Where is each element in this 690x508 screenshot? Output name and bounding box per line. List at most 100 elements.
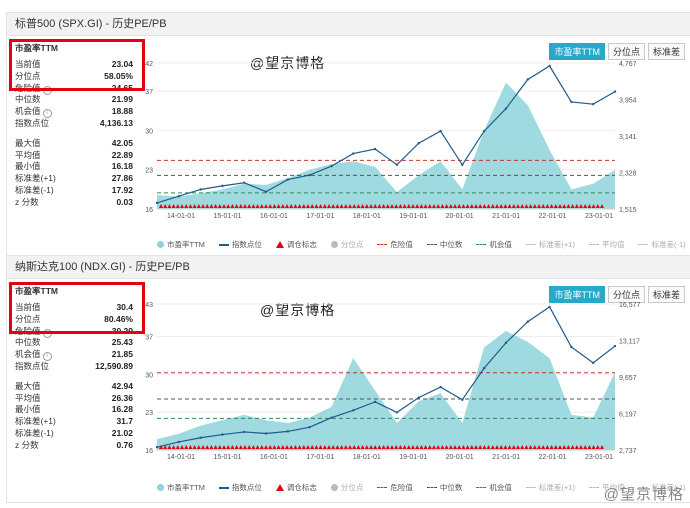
stat-row: 标准差(+1) 31.7 <box>11 416 137 428</box>
legend-item[interactable]: 调仓标志 <box>275 239 317 250</box>
stat-row: z 分数 0.76 <box>11 440 137 452</box>
index-point <box>352 152 355 155</box>
index-point <box>155 201 159 205</box>
rebalance-marker <box>171 204 176 208</box>
rebalance-marker <box>276 204 281 208</box>
legend-item[interactable]: 平均值 <box>588 482 624 493</box>
rebalance-marker <box>503 204 508 208</box>
tab-pe[interactable]: 市盈率TTM <box>549 286 605 303</box>
legend-item[interactable]: 标准差(-1) <box>638 239 686 250</box>
legend-label: 标准差(-1) <box>651 483 686 492</box>
stat-label: 标准差(+1) <box>15 416 56 427</box>
legend-item[interactable]: 市盈率TTM <box>157 239 205 250</box>
stat-row: 中位数 25.43 <box>11 337 137 349</box>
legend-item[interactable]: 危险值 <box>377 482 413 493</box>
rebalance-marker <box>482 204 487 208</box>
rebalance-marker <box>188 445 193 449</box>
rebalance-marker <box>175 445 180 449</box>
rebalance-marker <box>247 204 252 208</box>
rebalance-marker <box>205 445 210 449</box>
legend-item[interactable]: 危险值 <box>377 239 413 250</box>
x-tick-label: 21-01-01 <box>492 454 520 460</box>
stat-label: 最大值 <box>15 380 41 391</box>
legend-item[interactable]: 指数点位 <box>218 239 262 250</box>
stat-value: 80.46% <box>104 313 133 324</box>
rebalance-marker <box>411 204 415 208</box>
ndx-chart: 43 37 30 23 16 16,577 13,117 9,657 6,197 2,737 14-… <box>145 302 640 460</box>
left-tick-label: 16 <box>145 448 153 455</box>
rebalance-marker <box>583 204 588 208</box>
legend-item[interactable]: 标准差(-1) <box>638 482 686 493</box>
index-point <box>330 416 333 419</box>
legend-marker-icon <box>476 244 487 245</box>
rebalance-marker <box>243 204 247 208</box>
legend-item[interactable]: 标准差(+1) <box>525 482 575 493</box>
index-point <box>482 366 486 370</box>
info-icon[interactable]: i <box>42 109 52 119</box>
index-point <box>373 400 377 404</box>
rebalance-marker <box>499 204 504 208</box>
rebalance-marker <box>394 445 399 449</box>
tab-percentile[interactable]: 分位点 <box>607 286 645 303</box>
rebalance-marker <box>364 204 369 208</box>
right-tick-label: 3,954 <box>619 98 637 105</box>
index-point <box>613 90 617 93</box>
legend-item[interactable]: 标准差(+1) <box>525 239 575 250</box>
legend-item[interactable]: 指数点位 <box>218 482 262 493</box>
rebalance-marker <box>436 445 441 449</box>
stat-row: 最大值 42.94 <box>11 381 137 393</box>
legend-item[interactable]: 分位点 <box>330 239 363 250</box>
legend-label: 机会值 <box>489 483 512 492</box>
tab-stddev[interactable]: 标准差 <box>647 43 685 60</box>
rebalance-marker <box>507 445 512 449</box>
rebalance-marker <box>558 445 562 449</box>
legend-item[interactable]: 市盈率TTM <box>157 482 205 493</box>
rebalance-marker <box>423 204 428 208</box>
rebalance-marker <box>377 204 382 208</box>
legend-item[interactable]: 调仓标志 <box>275 482 317 493</box>
rebalance-marker <box>423 445 428 449</box>
left-tick-label: 30 <box>145 372 153 379</box>
rebalance-marker <box>591 204 596 208</box>
tab-pe[interactable]: 市盈率TTM <box>549 43 605 60</box>
rebalance-marker <box>272 445 277 449</box>
stat-value: 21.85 <box>111 349 133 360</box>
stat-row: 当前值 23.04 <box>11 59 137 71</box>
rebalance-marker <box>570 204 575 208</box>
rebalance-marker <box>276 445 281 449</box>
rebalance-marker <box>448 204 453 208</box>
rebalance-marker <box>205 204 210 208</box>
legend-item[interactable]: 机会值 <box>476 482 512 493</box>
legend-item[interactable]: 中位数 <box>426 239 462 250</box>
rebalance-marker <box>511 445 516 449</box>
legend-label: 调仓标志 <box>286 240 317 249</box>
legend-marker-icon <box>588 487 599 488</box>
info-icon[interactable]: i <box>42 352 52 362</box>
x-tick-label: 23-01-01 <box>585 454 613 460</box>
stat-value: 4,136.13 <box>99 117 133 128</box>
index-point <box>199 188 202 191</box>
legend-item[interactable]: 平均值 <box>588 239 625 250</box>
x-tick-label: 14-01-01 <box>167 213 195 219</box>
legend-item[interactable]: 分位点 <box>330 482 363 493</box>
tab-percentile[interactable]: 分位点 <box>607 43 645 60</box>
left-tick-label: 43 <box>145 302 153 309</box>
index-point <box>352 409 355 412</box>
rebalance-marker <box>348 445 352 449</box>
rebalance-marker <box>402 445 407 449</box>
legend-label: 平均值 <box>601 240 625 249</box>
tab-stddev[interactable]: 标准差 <box>647 286 685 303</box>
rebalance-marker <box>230 445 235 449</box>
rebalance-marker <box>440 445 445 449</box>
legend-item[interactable]: 中位数 <box>426 482 462 493</box>
rebalance-marker <box>453 204 457 208</box>
stat-value: 31.7 <box>116 416 133 427</box>
legend-label: 标准差(-1) <box>651 240 686 249</box>
legend-item[interactable]: 机会值 <box>476 239 512 250</box>
right-tick-label: 1,515 <box>619 207 637 214</box>
rebalance-marker <box>402 204 407 208</box>
rebalance-marker <box>528 445 533 449</box>
stat-row: z 分数 0.03 <box>11 197 137 209</box>
legend-marker-icon <box>426 244 437 245</box>
stat-label: 分位点 <box>15 313 41 324</box>
